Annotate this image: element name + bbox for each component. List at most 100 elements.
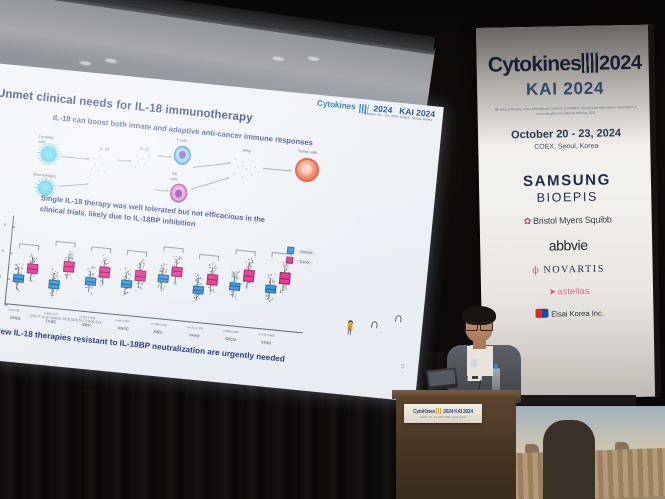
x-axis-tick-label: SKCM bbox=[225, 336, 237, 342]
person-icon: ∩ bbox=[393, 310, 404, 326]
boxplot-median-line bbox=[244, 275, 253, 276]
slide-number: 5 bbox=[401, 364, 405, 370]
boxplot-box bbox=[229, 282, 241, 291]
arrow-icon bbox=[158, 155, 172, 157]
boxplot-box bbox=[99, 266, 111, 277]
boxplot-box bbox=[134, 270, 146, 282]
boxplot-group: GBM n=207 n=163 bbox=[82, 235, 121, 314]
ceiling-light-icon bbox=[105, 58, 117, 64]
boxplot-median-line bbox=[28, 268, 37, 269]
ceiling-light-icon bbox=[272, 56, 284, 62]
boxplot-median-line bbox=[86, 281, 95, 282]
boxplot-median-line bbox=[208, 279, 217, 280]
boxplot-median-line bbox=[100, 271, 109, 272]
t-cell-icon bbox=[173, 145, 192, 166]
boxplot-median-line bbox=[172, 271, 181, 272]
lectern-sign-line1: CytoKines 2024 KAI 2024 bbox=[413, 408, 473, 415]
barcode-bars-icon bbox=[436, 408, 442, 414]
x-axis-tick-label: PAAD bbox=[189, 332, 200, 338]
legend-label-normal: Normal bbox=[297, 249, 315, 255]
person-icon: 🧍 bbox=[341, 319, 359, 337]
arrow-icon bbox=[154, 189, 168, 191]
il18-label: IL-18 bbox=[100, 146, 110, 152]
water-bottle-icon bbox=[492, 368, 500, 392]
boxplot-box bbox=[206, 274, 218, 286]
lectern-sign-line2: October 20 - 23, 2024 COEX, Seoul, Korea bbox=[420, 416, 466, 419]
arrow-icon bbox=[263, 168, 291, 172]
boxplot-median-line bbox=[50, 284, 59, 285]
boxplot-box bbox=[48, 279, 60, 290]
slide-header-brand: Cytokines bbox=[316, 98, 356, 112]
boxplot-box bbox=[192, 286, 204, 295]
boxplot-median-line bbox=[230, 286, 239, 287]
boxplot-median-line bbox=[136, 275, 145, 276]
boxplot-median-line bbox=[266, 288, 275, 289]
il12-molecule-dots bbox=[132, 153, 156, 173]
boxplot-box bbox=[63, 260, 75, 272]
boxplot-box bbox=[27, 264, 39, 275]
lectern: CytoKines 2024 KAI 2024 October 20 - 23, … bbox=[396, 378, 524, 499]
boxplot-median-line bbox=[122, 283, 131, 284]
person-icon: ∩ bbox=[369, 316, 380, 332]
significance-bracket bbox=[55, 240, 75, 247]
x-axis-tick-label: KIRC bbox=[153, 329, 163, 335]
sample-count-label: n=558 n=461 bbox=[223, 330, 239, 335]
boxplot-median-line bbox=[64, 266, 73, 267]
slide-title: Unmet clinical needs for IL-18 immunothe… bbox=[0, 87, 253, 124]
boxplot-median-line bbox=[194, 290, 203, 291]
control-panel-strip bbox=[516, 395, 636, 405]
tcell-label: T cells bbox=[176, 138, 187, 143]
boxplot-group: CHOL n=9 n=36 bbox=[11, 228, 50, 307]
lectern-sign-kai: KAI 2024 bbox=[454, 409, 473, 415]
boxplot-group: HNSC n=44 n=519 bbox=[118, 239, 157, 318]
ceiling-light-icon bbox=[79, 60, 91, 66]
significance-bracket bbox=[19, 244, 39, 251]
sample-count-label: n=44 n=519 bbox=[115, 319, 130, 323]
conference-hall-photo: Cytokines 2024 KAI 2024 October 20 - 23,… bbox=[0, 0, 665, 499]
arrow-icon bbox=[117, 159, 131, 161]
sample-count-label: n=100 n=523 bbox=[151, 323, 167, 328]
name-badge bbox=[471, 359, 477, 367]
x-axis-tick-label: HNSC bbox=[117, 325, 128, 331]
boxplot-group: KIRC n=100 n=523 bbox=[154, 242, 193, 321]
arrow-icon bbox=[61, 156, 89, 160]
projection-screen: Cytokines 2024 KAI 2024 October 20 - 23,… bbox=[0, 62, 444, 406]
y-tick-9: 9 bbox=[4, 223, 6, 227]
x-axis-tick-label: STAD bbox=[261, 339, 272, 345]
boxplot-group: STAD n=211 n=408 bbox=[261, 253, 300, 332]
significance-bracket bbox=[163, 246, 183, 253]
boxplot-median-line bbox=[14, 278, 23, 279]
arrow-icon bbox=[193, 163, 231, 168]
boxplot-box bbox=[171, 266, 183, 277]
boxplot-group: SKCM n=558 n=461 bbox=[226, 249, 265, 328]
sample-count-label: n=171 n=179 bbox=[187, 326, 203, 331]
audience-silhouettes: 🧍 ∩ ∩ bbox=[336, 316, 416, 350]
arrow-icon bbox=[58, 184, 88, 187]
lectern-sign: CytoKines 2024 KAI 2024 October 20 - 23, … bbox=[404, 404, 482, 423]
significance-bracket bbox=[91, 246, 111, 253]
ifng-molecule-dots bbox=[230, 157, 262, 184]
boxplot-box bbox=[13, 274, 25, 283]
il12-label: IL-12 bbox=[140, 146, 150, 152]
boxplot-box bbox=[243, 269, 255, 282]
boxplot-box bbox=[121, 280, 133, 289]
presentation-slide: Cytokines 2024 KAI 2024 October 20 - 23,… bbox=[0, 62, 444, 402]
boxplot-group: DLBC n=337 n=47 bbox=[46, 232, 85, 311]
arrow-icon bbox=[190, 177, 229, 189]
y-tick-3: 3 bbox=[0, 275, 1, 279]
sample-count-label: n=211 n=408 bbox=[259, 333, 275, 338]
lectern-sign-year: 2024 bbox=[443, 409, 453, 415]
boxplot-group: PAAD n=171 n=179 bbox=[190, 246, 229, 325]
speaker-silhouette bbox=[543, 420, 595, 499]
tumor-cell-label: Tumor cells bbox=[298, 149, 318, 155]
significance-bracket bbox=[199, 254, 219, 261]
boxplot-box bbox=[265, 284, 277, 293]
sample-count-label: n=9 n=36 bbox=[8, 309, 20, 313]
nk-cell-icon bbox=[169, 183, 188, 204]
nk-cell-label-2: cells bbox=[170, 177, 178, 182]
dendritic-cell-icon bbox=[41, 146, 57, 162]
x-axis-tick-label: CHOL bbox=[10, 315, 21, 321]
boxplot-median-line bbox=[159, 278, 168, 279]
ifng-label: IFNγ bbox=[242, 148, 251, 154]
significance-bracket bbox=[127, 250, 147, 257]
